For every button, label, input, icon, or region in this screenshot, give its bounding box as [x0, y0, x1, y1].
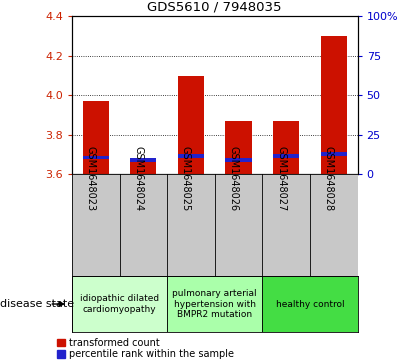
Bar	[262, 276, 358, 332]
Text: GSM1648023: GSM1648023	[86, 146, 96, 211]
Bar	[130, 158, 157, 174]
Bar	[273, 154, 299, 158]
Text: idiopathic dilated
cardiomyopathy: idiopathic dilated cardiomyopathy	[80, 294, 159, 314]
Bar	[321, 36, 347, 174]
Legend: transformed count, percentile rank within the sample: transformed count, percentile rank withi…	[56, 337, 235, 360]
Text: GSM1648026: GSM1648026	[229, 146, 238, 211]
Bar	[72, 276, 167, 332]
Bar	[178, 76, 204, 174]
Bar	[178, 154, 204, 158]
Bar	[273, 121, 299, 174]
Bar	[130, 158, 157, 162]
Bar	[83, 156, 109, 159]
Bar	[226, 121, 252, 174]
Text: GSM1648027: GSM1648027	[276, 146, 286, 211]
Text: GSM1648028: GSM1648028	[324, 146, 334, 211]
Text: disease state: disease state	[0, 299, 74, 309]
Bar	[167, 276, 262, 332]
Title: GDS5610 / 7948035: GDS5610 / 7948035	[148, 1, 282, 14]
Text: pulmonary arterial
hypertension with
BMPR2 mutation: pulmonary arterial hypertension with BMP…	[173, 289, 257, 319]
Bar	[226, 158, 252, 162]
Bar	[83, 101, 109, 174]
Text: healthy control: healthy control	[276, 299, 344, 309]
Bar	[321, 152, 347, 156]
Text: GSM1648024: GSM1648024	[133, 146, 143, 211]
Text: GSM1648025: GSM1648025	[181, 146, 191, 211]
